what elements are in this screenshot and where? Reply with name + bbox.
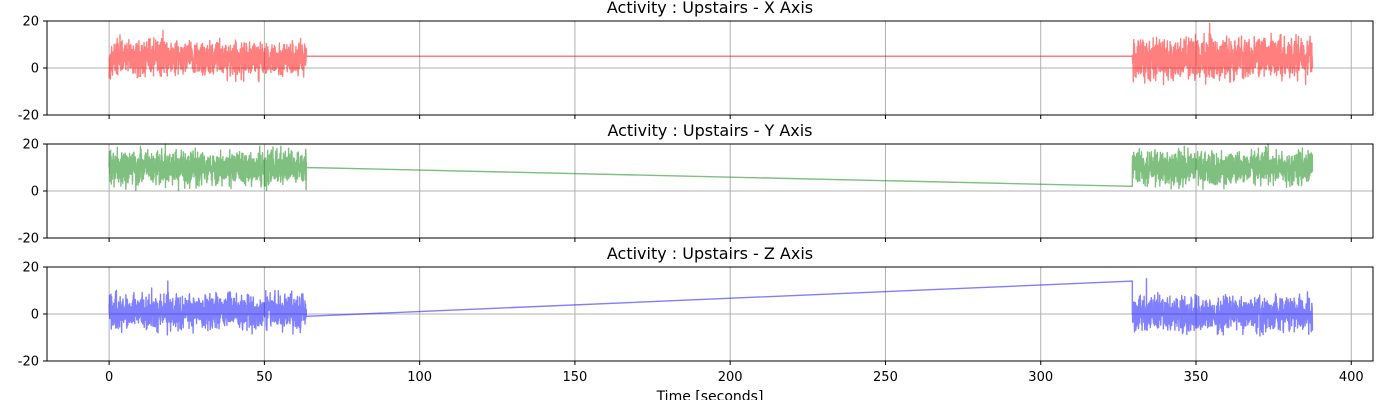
subplot-1: -20 0 20 Activity : Upstairs - X Axis xyxy=(18,0,1374,124)
subplot-title: Activity : Upstairs - Z Axis xyxy=(607,244,813,263)
y-tick-label: 0 xyxy=(31,185,39,200)
x-tick-label: 0 xyxy=(105,370,113,385)
series-line-2 xyxy=(108,143,1314,192)
y-tick-label: 20 xyxy=(22,261,39,276)
y-tick-label: 0 xyxy=(31,308,39,323)
y-tick-label: -20 xyxy=(18,109,39,124)
x-tick-label: 200 xyxy=(718,370,743,385)
x-tick-label: 50 xyxy=(256,370,273,385)
y-tick-label: -20 xyxy=(18,355,39,370)
subplot-title: Activity : Upstairs - X Axis xyxy=(607,0,813,17)
x-tick-label: 250 xyxy=(873,370,898,385)
series-line-1 xyxy=(108,22,1314,86)
y-tick-label: 0 xyxy=(31,62,39,77)
x-tick-label: 150 xyxy=(563,370,588,385)
x-tick-label: 400 xyxy=(1339,370,1364,385)
x-axis-label: Time [seconds] xyxy=(656,389,764,400)
y-tick-label: 20 xyxy=(22,15,39,30)
y-tick-label: -20 xyxy=(18,232,39,247)
y-tick-label: 20 xyxy=(22,138,39,153)
x-tick-label: 350 xyxy=(1184,370,1209,385)
x-tick-label: 300 xyxy=(1028,370,1053,385)
subplot-title: Activity : Upstairs - Y Axis xyxy=(607,121,812,140)
x-tick-label: 100 xyxy=(407,370,432,385)
series-line-3 xyxy=(108,278,1314,337)
subplot-2: -20 0 20 Activity : Upstairs - Y Axis xyxy=(18,121,1374,247)
